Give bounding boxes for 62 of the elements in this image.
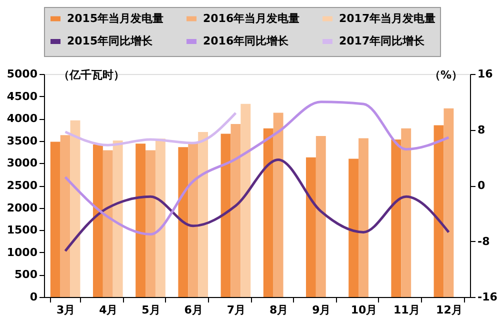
x-tick-label: 8月 (269, 304, 288, 316)
y2-axis-title: （%） (429, 68, 462, 82)
bar (391, 140, 402, 297)
y-tick-label: 2500 (6, 179, 38, 192)
line-series (64, 112, 237, 146)
bar (263, 128, 274, 297)
bar (50, 142, 60, 297)
y-tick-label: 3500 (6, 134, 38, 148)
bar (273, 112, 284, 297)
legend-label: 2015年当月发电量 (67, 12, 164, 25)
bar (348, 158, 359, 297)
y2-tick-label: -8 (478, 234, 490, 248)
y2-tick-label: -16 (478, 290, 498, 304)
x-tick-label: 11月 (393, 304, 420, 316)
y-axis-title: （亿千瓦时） (58, 68, 124, 82)
bar (70, 120, 80, 297)
y2-tick-label: 16 (478, 68, 494, 80)
line-series (64, 100, 450, 236)
y-tick-label: 4500 (6, 90, 38, 103)
bar (316, 136, 326, 297)
x-tick-label: 10月 (350, 304, 378, 316)
bar (240, 104, 251, 297)
bar (188, 142, 198, 297)
y2-tick-label: 0 (478, 179, 486, 192)
x-tick-label: 7月 (226, 304, 246, 316)
x-tick-label: 9月 (312, 304, 331, 316)
x-tick-label: 4月 (99, 304, 118, 316)
x-tick-label: 6月 (184, 304, 203, 316)
legend-label: 2017年当月发电量 (339, 12, 436, 25)
bar (136, 144, 146, 297)
x-tick-label: 5月 (142, 304, 160, 316)
bar (220, 134, 231, 297)
legend-label: 2015年同比增长 (67, 34, 154, 48)
bar (155, 138, 166, 297)
bar (306, 157, 316, 297)
x-tick-label: 12月 (436, 304, 462, 316)
bar (102, 150, 113, 297)
bar (230, 124, 241, 297)
y-tick-label: 1000 (6, 246, 38, 259)
bar (92, 144, 103, 297)
line-series (64, 158, 450, 252)
legend-label: 2016年同比增长 (203, 34, 290, 48)
bar (401, 128, 412, 297)
bar (198, 132, 208, 297)
y-tick-label: 3000 (6, 156, 38, 170)
x-tick-label: 3月 (56, 304, 76, 316)
bar (358, 138, 368, 297)
bar (178, 147, 188, 297)
legend-label: 2017年同比增长 (339, 34, 426, 48)
y-tick-label: 1500 (6, 224, 38, 237)
y-tick-label: 2000 (6, 201, 38, 214)
bar (146, 150, 156, 297)
bar (60, 135, 70, 297)
y-tick-label: 4000 (6, 112, 38, 126)
y2-tick-label: 8 (478, 123, 486, 136)
y-tick-label: 500 (14, 268, 38, 282)
legend-label: 2016年当月发电量 (203, 12, 300, 25)
y-tick-label: 0 (30, 290, 38, 304)
bar (444, 108, 454, 297)
y-tick-label: 5000 (6, 68, 38, 80)
bar (434, 125, 444, 297)
bar (112, 140, 123, 297)
